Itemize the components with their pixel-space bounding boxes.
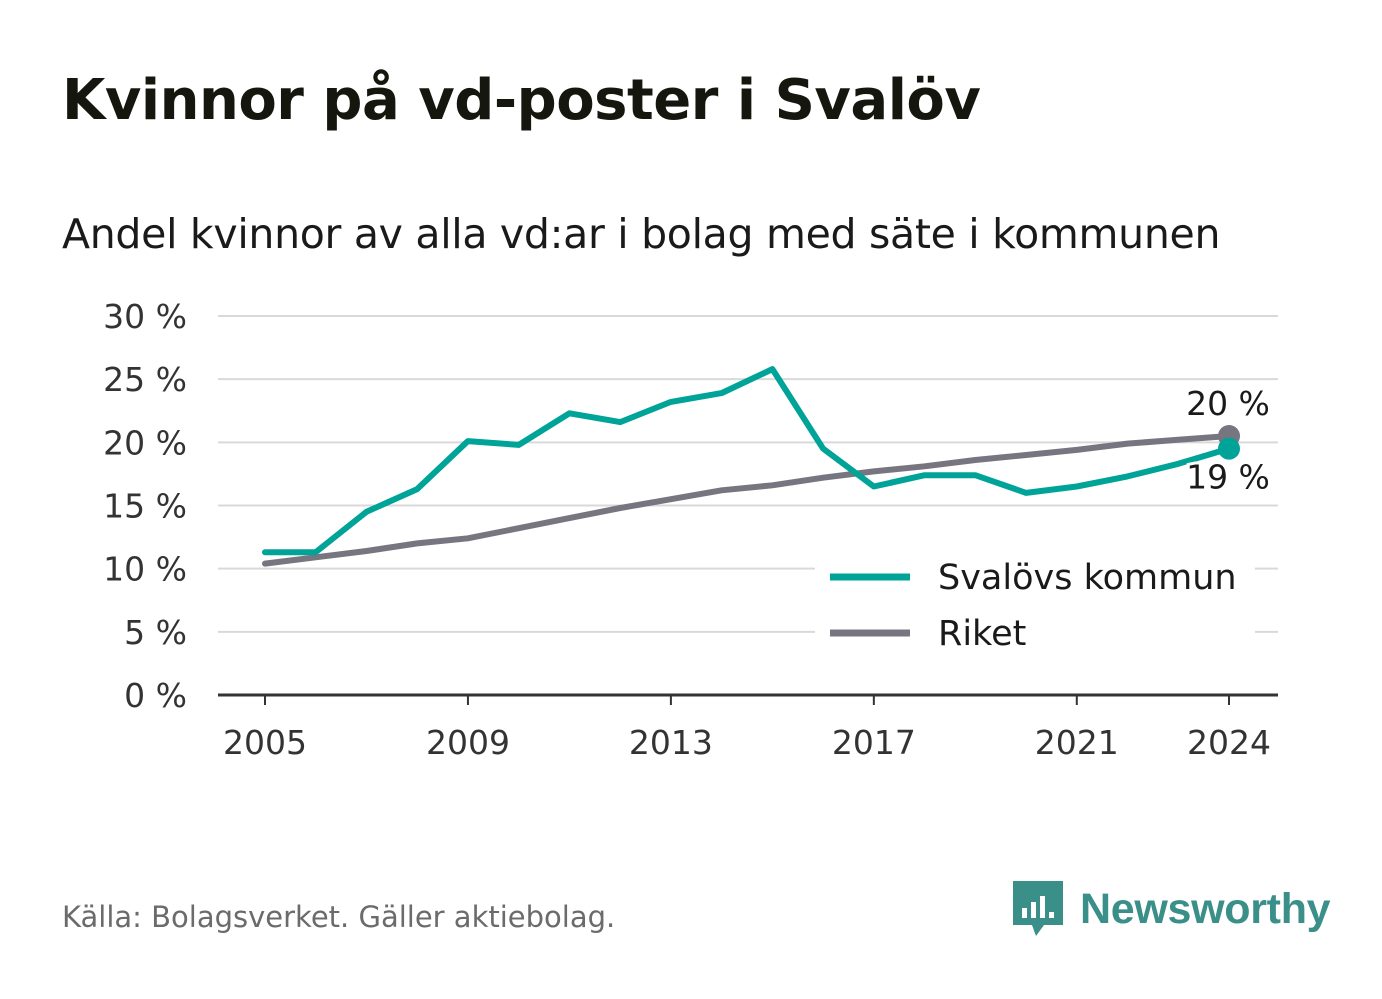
legend-label: Svalövs kommun: [938, 558, 1237, 598]
series-lines: 20 % 19 %: [262, 366, 1273, 567]
series-line-1: [262, 433, 1232, 567]
legend-label: Riket: [938, 614, 1026, 654]
svalov-end-label: 19 %: [1186, 458, 1270, 497]
x-tick-label: 2024: [1187, 723, 1271, 762]
y-tick-label: 10 %: [103, 550, 187, 589]
series-line-0: [262, 366, 1232, 556]
legend-background: [815, 548, 1255, 666]
svalov-end-point: [1218, 437, 1240, 460]
chart-title: Kvinnor på vd-poster i Svalöv: [62, 68, 981, 133]
riket-end-label: 20 %: [1186, 384, 1270, 423]
grid-lines: [218, 315, 1278, 697]
y-tick-label: 0 %: [124, 676, 187, 715]
x-axis-ticks: 2005 2009 2013 2017 2021 2024: [223, 695, 1271, 762]
y-tick-label: 15 %: [103, 487, 187, 526]
source-note: Källa: Bolagsverket. Gäller aktiebolag.: [62, 900, 616, 934]
x-tick-label: 2009: [426, 723, 510, 762]
x-tick-label: 2021: [1035, 723, 1119, 762]
y-axis-ticks: 0 % 5 % 10 % 15 % 20 % 25 % 30 %: [103, 297, 187, 715]
y-tick-label: 30 %: [103, 297, 187, 336]
chart-subtitle: Andel kvinnor av alla vd:ar i bolag med …: [62, 210, 1221, 258]
newsworthy-logo-icon: [1013, 881, 1063, 936]
y-tick-label: 25 %: [103, 360, 187, 399]
brand-logo: Newsworthy: [1010, 878, 1331, 940]
y-tick-label: 5 %: [124, 613, 187, 652]
x-tick-label: 2013: [629, 723, 713, 762]
x-tick-label: 2005: [223, 723, 307, 762]
x-tick-label: 2017: [832, 723, 916, 762]
y-tick-label: 20 %: [103, 423, 187, 462]
brand-name: Newsworthy: [1080, 884, 1331, 933]
legend: Svalövs kommun Riket: [815, 548, 1255, 666]
